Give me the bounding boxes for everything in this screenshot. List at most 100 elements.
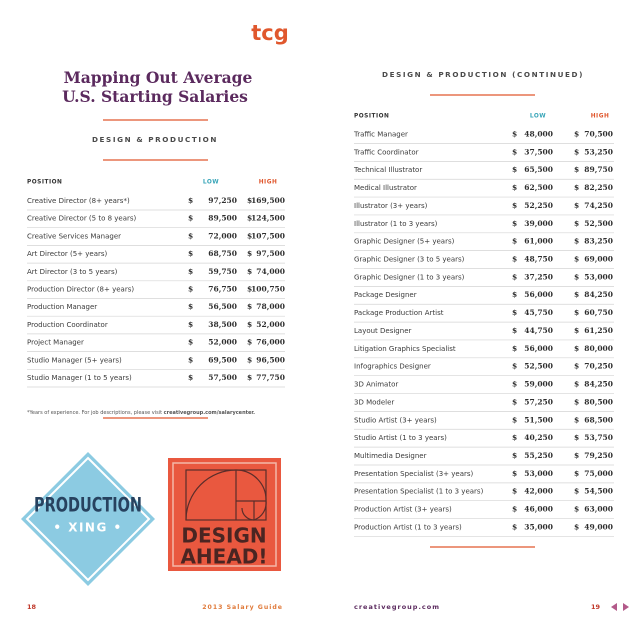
salary-low: 68,750 [208,249,237,258]
title-line: Mapping Out Average [64,68,253,87]
currency: $ [574,272,579,281]
position: Project Manager [27,339,84,347]
salary-low: 56,000 [524,290,553,299]
position: Package Designer [354,291,417,299]
salary-high: 70,250 [584,362,613,371]
currency: $ [188,320,193,329]
currency: $ [247,373,252,382]
position: 3D Animator [354,381,398,389]
salary-high: 63,000 [584,505,613,514]
salary-high: 70,500 [584,130,613,139]
sign-text: AHEAD! [180,545,267,569]
currency: $ [512,433,517,442]
salary-high: 69,000 [584,255,613,264]
position: Layout Designer [354,327,411,335]
currency: $ [247,320,252,329]
position: Traffic Coordinator [353,148,419,156]
prev-arrow[interactable] [611,603,617,611]
currency: $ [574,487,579,496]
position: Graphic Designer (3 to 5 years) [354,256,465,264]
salary-low: 56,000 [524,344,553,353]
currency: $ [574,344,579,353]
currency: $ [512,415,517,424]
salary-low: 56,500 [208,302,237,311]
title-line: U.S. Starting Salaries [62,87,248,106]
salary-low: 53,000 [524,469,553,478]
salary-high: 124,500 [251,214,285,223]
currency: $ [188,196,193,205]
salary-high: 53,250 [584,147,613,156]
currency: $ [512,147,517,156]
salary-low: 40,250 [524,433,553,442]
currency: $ [512,362,517,371]
next-arrow[interactable] [623,603,629,611]
salary-low: 59,750 [208,267,237,276]
position: Infographics Designer [354,363,431,371]
currency: $ [512,344,517,353]
salary-low: 39,000 [524,219,553,228]
salary-low: 48,000 [524,130,553,139]
currency: $ [247,249,252,258]
salary-high: 61,250 [584,326,613,335]
currency: $ [247,338,252,347]
salary-high: 76,000 [256,338,285,347]
currency: $ [574,219,579,228]
page-number: 19 [591,603,601,611]
salary-low: 97,250 [208,196,237,205]
currency: $ [188,302,193,311]
currency: $ [512,201,517,210]
currency: $ [574,505,579,514]
salary-high: 84,250 [584,290,613,299]
currency: $ [247,214,252,223]
currency: $ [512,219,517,228]
position: Creative Director (8+ years*) [27,197,130,205]
sign-text: • XING • [53,521,122,535]
salary-high: 107,500 [251,231,285,240]
currency: $ [574,397,579,406]
currency: $ [512,380,517,389]
currency: $ [512,272,517,281]
position: Package Production Artist [354,309,444,317]
sign-text: PRODUCTION [34,495,142,518]
salary-low: 52,000 [208,338,237,347]
currency: $ [188,355,193,364]
salary-high: 97,500 [256,249,285,258]
currency: $ [574,130,579,139]
footnote-text: *Years of experience. For job descriptio… [27,410,164,416]
website[interactable]: creativegroup.com [354,603,440,611]
currency: $ [188,373,193,382]
salary-low: 72,000 [208,231,237,240]
salary-high: 74,250 [584,201,613,210]
currency: $ [247,267,252,276]
currency: $ [512,183,517,192]
currency: $ [188,214,193,223]
position: Graphic Designer (5+ years) [354,238,455,246]
salary-high: 80,500 [584,397,613,406]
salary-high: 60,750 [584,308,613,317]
position: Multimedia Designer [354,452,427,460]
currency: $ [512,130,517,139]
currency: $ [512,487,517,496]
salary-low: 57,250 [524,397,553,406]
position: Production Director (8+ years) [27,286,134,294]
footnote-link[interactable]: creativegroup.com/salarycenter. [164,410,256,416]
salary-high: 96,500 [256,355,285,364]
footer-text: 2013 Salary Guide [202,604,283,611]
currency: $ [512,165,517,174]
currency: $ [574,326,579,335]
currency: $ [512,255,517,264]
section-heading: DESIGN & PRODUCTION (CONTINUED) [382,70,584,79]
salary-low: 42,000 [524,487,553,496]
salary-high: 52,500 [584,219,613,228]
salary-low: 76,750 [208,285,237,294]
position: Studio Manager (5+ years) [27,356,122,364]
currency: $ [574,237,579,246]
currency: $ [574,433,579,442]
logo: tcg [251,21,289,45]
currency: $ [574,201,579,210]
position: Traffic Manager [353,131,408,139]
salary-high: 100,750 [251,285,285,294]
currency: $ [574,290,579,299]
salary-high: 52,000 [256,320,285,329]
